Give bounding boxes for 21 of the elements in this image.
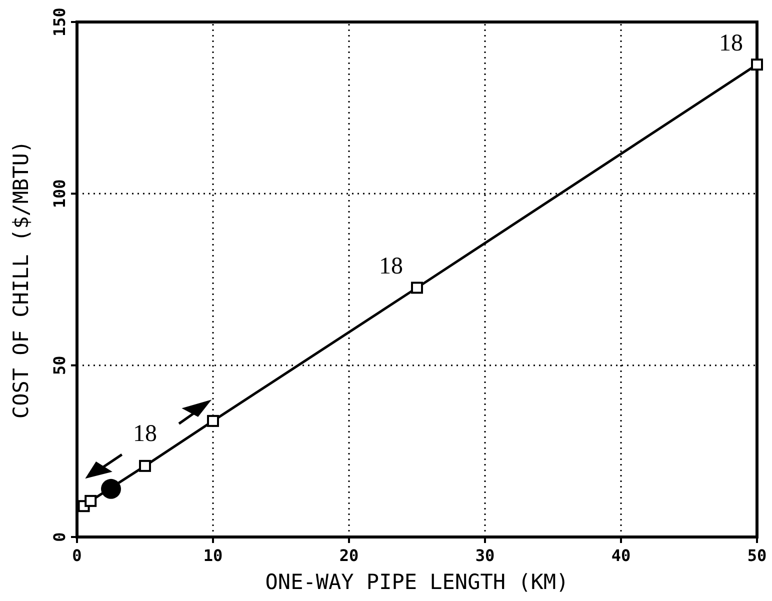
x-tick-label: 30	[475, 546, 495, 565]
x-tick-label: 50	[747, 546, 767, 565]
point	[751, 58, 763, 71]
y-tick-label: 0	[50, 532, 69, 542]
y-tick-label: 150	[50, 8, 69, 36]
x-axis-title: ONE-WAY PIPE LENGTH (KM)	[265, 570, 569, 594]
x-tick-label: 10	[203, 546, 223, 565]
annotation: 18	[719, 30, 743, 57]
point	[139, 460, 151, 472]
point	[207, 414, 219, 427]
y-tick-label: 50	[50, 356, 69, 375]
x-tick-label: 40	[611, 546, 631, 565]
point	[101, 478, 121, 499]
x-tick-label: 20	[339, 546, 359, 565]
annotation: 18	[133, 420, 157, 447]
annotation: 18	[379, 254, 403, 280]
y-axis-title: COST OF CHILL ($/MBTU)	[9, 140, 33, 419]
point	[84, 494, 97, 507]
point	[411, 282, 423, 294]
y-tick-label: 100	[50, 179, 69, 208]
x-tick-label: 0	[72, 546, 82, 565]
